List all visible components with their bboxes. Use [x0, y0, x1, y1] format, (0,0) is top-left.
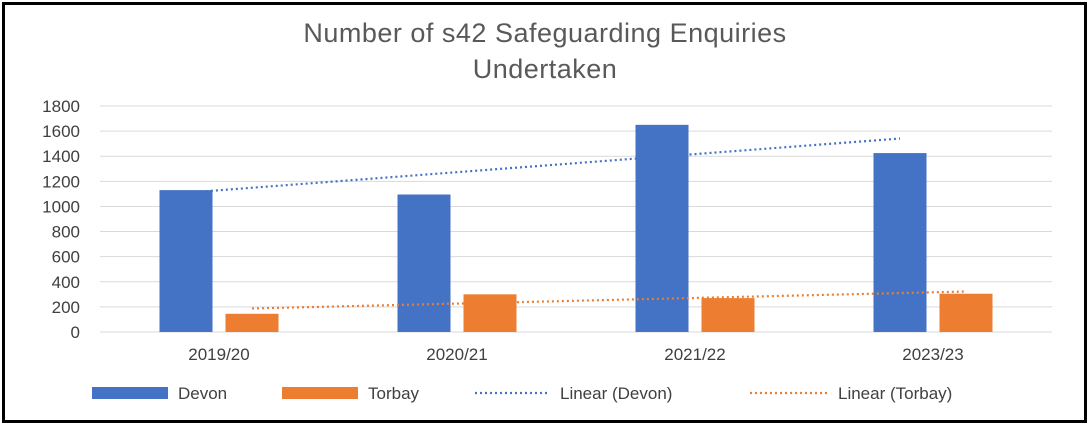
- legend: Devon Torbay Linear (Devon) Linear (Torbay): [92, 384, 952, 403]
- y-tick-label: 1400: [42, 147, 80, 166]
- y-tick-label: 200: [52, 298, 80, 317]
- bar-torbay-1: [463, 294, 517, 332]
- trendline-devon: [185, 137, 901, 194]
- y-tick-label: 1200: [42, 172, 80, 191]
- y-tick-label: 1600: [42, 122, 80, 141]
- bar-devon-2: [635, 124, 689, 332]
- bar-devon-3: [873, 153, 927, 332]
- trendline-torbay: [251, 290, 967, 310]
- bar-devon-1: [397, 194, 451, 332]
- y-tick-label: 600: [52, 248, 80, 267]
- y-tick-label: 1800: [42, 97, 80, 116]
- y-tick-label: 400: [52, 273, 80, 292]
- x-tick-label: 2021/22: [664, 345, 725, 364]
- legend-torbay-swatch: [282, 387, 358, 399]
- x-tick-label: 2023/23: [902, 345, 963, 364]
- legend-linear-devon-label: Linear (Devon): [560, 384, 672, 403]
- bars: [159, 124, 993, 332]
- y-tick-label: 1000: [42, 197, 80, 216]
- bar-torbay-3: [939, 293, 993, 332]
- trendlines: [185, 137, 967, 310]
- bar-torbay-2: [701, 298, 755, 332]
- y-tick-label: 800: [52, 223, 80, 242]
- legend-torbay-label: Torbay: [368, 384, 420, 403]
- bar-torbay-0: [225, 313, 279, 332]
- legend-linear-torbay-label: Linear (Torbay): [838, 384, 952, 403]
- y-tick-label: 0: [71, 323, 80, 342]
- legend-devon-label: Devon: [178, 384, 227, 403]
- x-axis: 2019/20 2020/21 2021/22 2023/23: [188, 345, 963, 364]
- chart-title-line-2: Undertaken: [473, 54, 618, 84]
- x-tick-label: 2020/21: [426, 345, 487, 364]
- legend-devon-swatch: [92, 387, 168, 399]
- bar-devon-0: [159, 190, 213, 332]
- x-tick-label: 2019/20: [188, 345, 249, 364]
- chart-title-line-1: Number of s42 Safeguarding Enquiries: [303, 18, 786, 48]
- y-axis: 0 200 400 600 800 1000 1200 1400 1600 1800: [42, 97, 80, 342]
